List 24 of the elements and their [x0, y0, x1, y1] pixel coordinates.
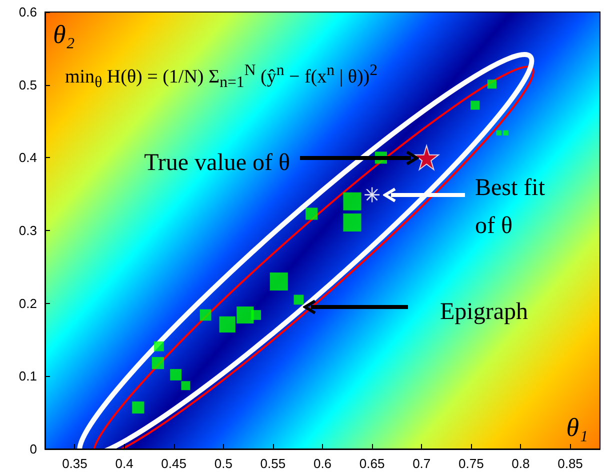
- x-tick-label: 0.8: [512, 456, 530, 471]
- x-tick-label: 0.35: [62, 456, 88, 471]
- annotation: True value of θ: [144, 149, 290, 178]
- annotation: Epigraph: [440, 298, 529, 327]
- x-tick-label: 0.4: [115, 456, 134, 471]
- x-axis-title: θ₁: [566, 413, 588, 443]
- x-tick-label: 0.5: [214, 456, 232, 471]
- y-tick-label: 0.4: [18, 150, 37, 166]
- y-tick-label: 0.2: [18, 296, 37, 311]
- text: min$_{θ}$ H(θ) = (1/N) Σ$_{n=1}$$^{N}$ (ŷ$^{n}$ − f(x$^{n}$ | θ))$^{2}$: [65, 62, 378, 92]
- x-tick-label: 0.7: [412, 456, 431, 471]
- y-tick-label: 0.1: [18, 368, 37, 384]
- y-tick-label: 0: [30, 442, 37, 456]
- y-axis-title: θ₂: [53, 20, 75, 50]
- x-tick-label: 0.65: [359, 456, 385, 471]
- x-tick-label: 0.55: [260, 456, 286, 471]
- annotation: Best fit of θ: [475, 174, 546, 241]
- x-tick-label: 0.85: [558, 456, 583, 471]
- y-tick-label: 0.5: [18, 77, 37, 92]
- x-tick-label: 0.6: [313, 456, 332, 471]
- y-tick-label: 0.6: [18, 4, 37, 20]
- y-tick-label: 0.3: [18, 223, 37, 238]
- x-tick-label: 0.45: [161, 456, 186, 471]
- x-tick-label: 0.75: [458, 456, 484, 471]
